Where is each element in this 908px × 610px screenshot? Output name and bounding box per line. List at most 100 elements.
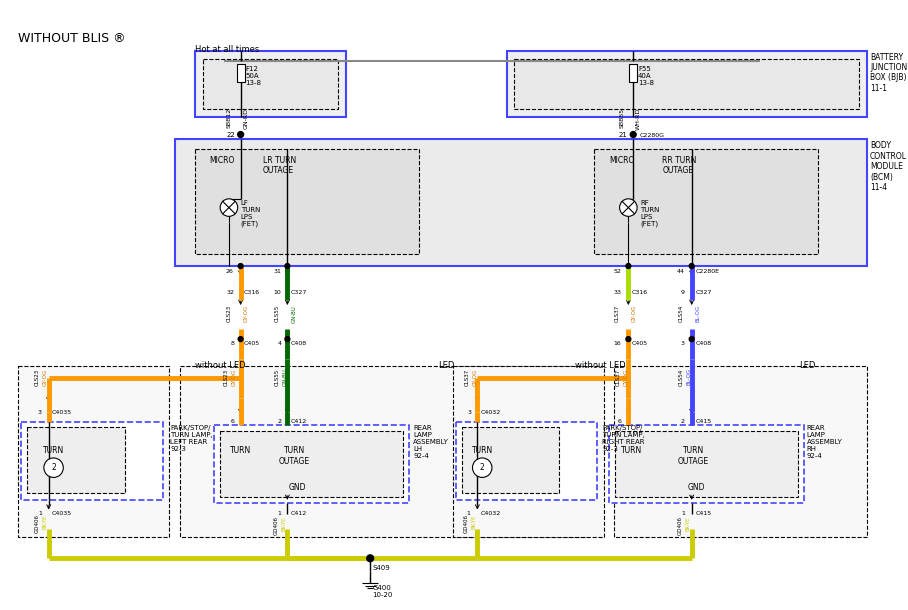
Text: BODY
CONTROL
MODULE
(BCM)
11-4: BODY CONTROL MODULE (BCM) 11-4: [870, 142, 907, 192]
Text: 1: 1: [38, 511, 42, 515]
Bar: [17, 367, 169, 537]
Text: G400
10-20: G400 10-20: [372, 584, 392, 598]
Text: BATTERY
JUNCTION
BOX (BJB)
11-1: BATTERY JUNCTION BOX (BJB) 11-1: [870, 52, 907, 93]
Bar: [615, 431, 798, 497]
Bar: [214, 425, 410, 503]
Text: TURN: TURN: [621, 447, 642, 455]
Text: WITHOUT BLIS ®: WITHOUT BLIS ®: [17, 32, 125, 45]
Text: 22: 22: [226, 132, 235, 138]
Text: GD406: GD406: [35, 514, 40, 534]
Bar: [456, 422, 597, 500]
Text: 1: 1: [681, 511, 685, 515]
Text: REAR
LAMP
ASSEMBLY
LH
92-4: REAR LAMP ASSEMBLY LH 92-4: [413, 425, 449, 459]
Text: Hot at all times: Hot at all times: [195, 45, 259, 54]
Text: CLS37: CLS37: [465, 368, 469, 386]
Text: GY-OG: GY-OG: [472, 368, 478, 386]
Circle shape: [238, 264, 243, 268]
Text: PARK/STOP/
TURN LAMP,
RIGHT REAR
92-3: PARK/STOP/ TURN LAMP, RIGHT REAR 92-3: [602, 425, 645, 452]
Circle shape: [285, 337, 290, 342]
Bar: [180, 367, 589, 537]
Text: TURN: TURN: [471, 447, 493, 455]
Text: GY-OG: GY-OG: [631, 305, 637, 322]
Text: C412: C412: [291, 419, 307, 424]
Circle shape: [238, 132, 243, 137]
Bar: [462, 427, 559, 493]
Text: C327: C327: [291, 290, 307, 295]
Circle shape: [689, 264, 694, 268]
Circle shape: [472, 458, 492, 478]
Text: MICRO: MICRO: [210, 156, 235, 165]
Text: 31: 31: [273, 269, 281, 274]
Text: C408: C408: [291, 341, 306, 346]
Text: 1: 1: [467, 511, 470, 515]
Text: 44: 44: [676, 269, 685, 274]
Circle shape: [619, 199, 637, 217]
Text: without LED: without LED: [575, 361, 626, 370]
Text: GN-BU: GN-BU: [282, 368, 288, 386]
Circle shape: [626, 337, 631, 342]
Circle shape: [238, 337, 243, 342]
Text: C4035: C4035: [52, 511, 72, 515]
Circle shape: [285, 264, 290, 268]
Text: CLS37: CLS37: [616, 368, 621, 386]
Circle shape: [367, 555, 373, 562]
Text: GY-OG: GY-OG: [624, 368, 628, 386]
Text: C412: C412: [291, 511, 307, 515]
Text: C405: C405: [631, 341, 647, 346]
Text: CLS54: CLS54: [679, 305, 684, 322]
Bar: [237, 65, 244, 82]
Text: C2280E: C2280E: [696, 269, 719, 274]
Text: TURN
OUTAGE: TURN OUTAGE: [279, 447, 310, 465]
Bar: [594, 149, 818, 254]
Text: CLS55: CLS55: [275, 368, 280, 386]
Text: 3: 3: [38, 410, 42, 415]
Text: GN-BU: GN-BU: [291, 305, 296, 323]
Text: C415: C415: [696, 419, 712, 424]
Text: GD406: GD406: [464, 514, 469, 534]
Text: 3: 3: [681, 341, 685, 346]
Text: CLS54: CLS54: [679, 368, 684, 386]
Text: 10: 10: [274, 290, 281, 295]
Text: TURN: TURN: [43, 447, 64, 455]
Bar: [202, 59, 338, 109]
Text: 21: 21: [618, 132, 627, 138]
Text: C408: C408: [696, 341, 712, 346]
Text: F55
40A
13-8: F55 40A 13-8: [638, 66, 654, 87]
Text: 2: 2: [681, 419, 685, 424]
Text: 26: 26: [226, 269, 233, 274]
Text: CLS23: CLS23: [224, 368, 229, 386]
Circle shape: [689, 337, 694, 342]
Text: GY-OG: GY-OG: [43, 368, 48, 386]
Text: GD406: GD406: [273, 517, 279, 536]
Text: TURN: TURN: [230, 447, 252, 455]
Text: 32: 32: [227, 290, 235, 295]
Text: 3: 3: [468, 410, 471, 415]
Text: BK-YE: BK-YE: [686, 517, 691, 531]
Bar: [27, 427, 124, 493]
Text: CLS23: CLS23: [35, 368, 40, 386]
Text: 1: 1: [278, 511, 281, 515]
Text: 4: 4: [278, 341, 281, 346]
Text: GY-OG: GY-OG: [232, 368, 237, 386]
Bar: [195, 149, 419, 254]
Bar: [514, 59, 859, 109]
Text: F12
50A
13-8: F12 50A 13-8: [245, 66, 262, 87]
Text: GN-RD: GN-RD: [243, 108, 249, 129]
Text: 9: 9: [681, 290, 685, 295]
Text: GND: GND: [289, 483, 306, 492]
Circle shape: [220, 199, 238, 217]
Circle shape: [44, 458, 64, 478]
Text: MICRO: MICRO: [609, 156, 635, 165]
Bar: [453, 367, 604, 537]
Text: C405: C405: [243, 341, 260, 346]
Text: BK-YE: BK-YE: [43, 514, 48, 529]
Text: S409: S409: [372, 565, 390, 571]
Text: PARK/STOP/
TURN LAMP,
LEFT REAR
92-3: PARK/STOP/ TURN LAMP, LEFT REAR 92-3: [171, 425, 213, 452]
Text: LR TURN
OUTAGE: LR TURN OUTAGE: [263, 156, 296, 175]
Text: 16: 16: [614, 341, 622, 346]
Text: TURN
OUTAGE: TURN OUTAGE: [678, 447, 709, 465]
Circle shape: [630, 132, 637, 137]
Text: BK-YE: BK-YE: [471, 514, 477, 529]
Circle shape: [626, 264, 631, 268]
Text: RF
TURN
LPS
(FET): RF TURN LPS (FET): [640, 200, 659, 228]
